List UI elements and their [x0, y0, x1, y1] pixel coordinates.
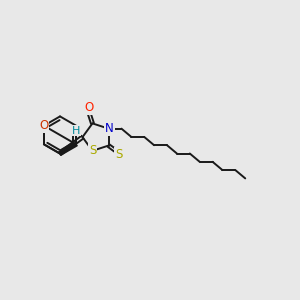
- Text: O: O: [84, 101, 93, 114]
- Text: S: S: [115, 148, 122, 161]
- Text: O: O: [39, 119, 49, 132]
- Text: H: H: [72, 125, 80, 136]
- Text: S: S: [89, 144, 96, 157]
- Text: N: N: [105, 122, 114, 135]
